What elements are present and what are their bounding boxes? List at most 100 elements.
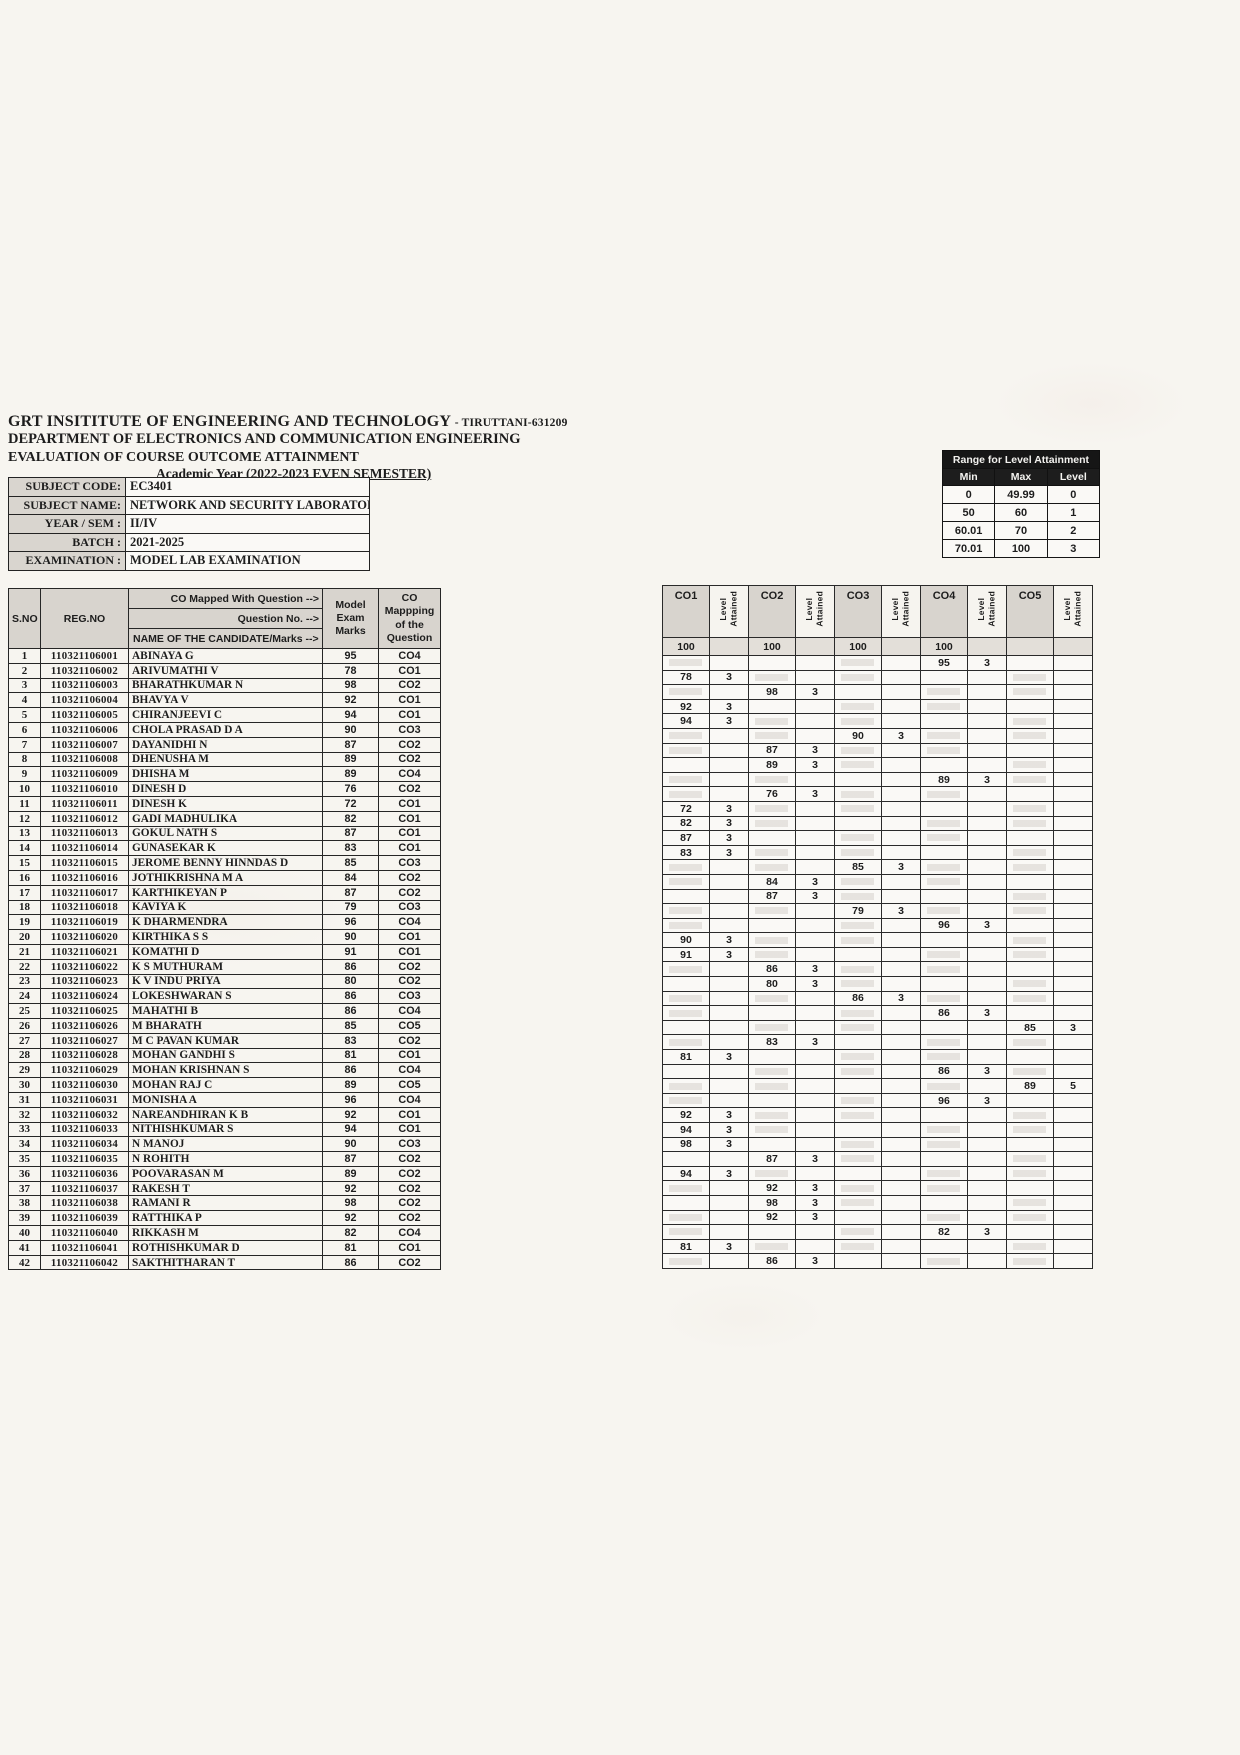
attain-level-cell [709,917,749,934]
co-mapping-header: CO Mappping of the Question [378,588,441,649]
level-attained-header: Level Attained [709,585,749,638]
attain-level-cell [881,844,921,861]
regno-cell: 110321106005 [40,707,129,723]
marks-table: S.NO REG.NO CO Mapped With Question --> … [8,588,441,1271]
attain-marks-cell [662,903,710,919]
attain-level-cell [709,1194,749,1211]
attain-marks-cell [748,669,796,686]
attain-level-cell [795,800,835,817]
level-attained-label: Level Attained [1062,591,1083,627]
name-cell: CHIRANJEEVI C [128,707,323,723]
attain-marks-cell [834,1078,882,1094]
attain-marks-cell [834,713,882,729]
attain-level-cell [967,976,1007,992]
attain-marks-cell [662,961,710,978]
attain-level-cell: 3 [795,1034,835,1051]
attain-marks-cell [920,1049,968,1065]
co-cell: CO5 [378,1017,441,1034]
regno-cell: 110321106024 [40,988,129,1005]
regno-cell: 110321106027 [40,1032,129,1049]
attain-marks-cell [1006,1136,1054,1153]
marks-cell: 72 [322,795,379,812]
attain-marks-cell: 86 [748,961,796,978]
attain-marks-cell [1006,1165,1054,1182]
attain-marks-cell: 98 [662,1136,710,1153]
sno-cell: 7 [8,736,41,753]
regno-cell: 110321106006 [40,721,129,738]
attain-level-cell [709,1092,749,1109]
info-row: SUBJECT NAME: NETWORK AND SECURITY LABORA… [8,495,370,515]
attain-marks-cell: 98 [748,684,796,700]
attain-level-cell: 3 [967,1063,1007,1080]
attain-marks-cell [920,1078,968,1094]
info-table: SUBJECT CODE: EC3401 SUBJECT NAME: NETWORK … [8,477,370,571]
name-cell: DHISHA M [128,766,323,783]
regno-cell: 110321106041 [40,1239,129,1256]
name-cell: DINESH K [128,795,323,812]
attain-level-cell [967,1209,1007,1226]
attain-row: 86 3 [662,990,1093,1007]
attain-marks-cell [834,1034,882,1051]
table-row: 11 110321106011 DINESH K 72 CO1 [8,795,441,812]
marks-cell: 96 [322,914,379,931]
attain-row: 98 3 [662,1136,1093,1153]
info-row: SUBJECT CODE: EC3401 [8,477,370,497]
attain-level-cell: 3 [709,830,749,846]
marks-table-head: S.NO REG.NO CO Mapped With Question --> … [8,588,441,649]
level-attained-header: Level Attained [881,585,921,638]
sno-cell: 21 [8,943,41,960]
attain-level-cell [881,698,921,715]
marks-cell: 86 [322,1062,379,1079]
attain-marks-cell [662,888,710,905]
marks-header-row-2: Question No. --> [9,608,441,629]
marks-cell: 90 [322,721,379,738]
attain-marks-cell [920,669,968,686]
marks-cell: 87 [322,884,379,901]
attain-marks-cell [920,830,968,846]
attain-level-cell [967,757,1007,773]
name-cell: KAVIYA K [128,899,323,916]
attain-level-cell [1053,698,1093,715]
attain-marks-cell [662,1253,710,1269]
table-row: 8 110321106008 DHENUSHA M 89 CO2 [8,751,441,768]
range-row: 0 49.99 0 [941,485,1101,504]
attain-level-cell [881,1253,921,1269]
attain-marks-cell [748,1165,796,1182]
attain-marks-cell [834,1194,882,1211]
sno-cell: 17 [8,884,41,901]
attain-marks-cell [920,1122,968,1138]
attain-marks-cell: 86 [920,1005,968,1021]
sno-cell: 6 [8,721,41,738]
name-cell: DINESH D [128,781,323,797]
attain-level-cell [795,815,835,832]
regno-cell: 110321106032 [40,1106,129,1123]
attain-level-cell [795,713,835,729]
attain-level-cell [1053,917,1093,934]
attain-marks-cell [920,1194,968,1211]
attain-row: 86 3 [662,1005,1093,1021]
attain-level-cell [881,1034,921,1051]
attain-level-cell [967,1151,1007,1167]
name-cell: ABINAYA G [128,648,323,664]
attain-level-cell [967,1122,1007,1138]
attain-marks-cell [834,1253,882,1269]
regno-cell: 110321106038 [40,1195,129,1212]
marks-cell: 78 [322,662,379,679]
table-row: 12 110321106012 GADI MADHULIKA 82 CO1 [8,810,441,827]
attain-marks-cell [1006,1005,1054,1021]
attain-marks-cell: 87 [748,1151,796,1167]
regno-cell: 110321106030 [40,1077,129,1093]
attain-marks-cell [834,1238,882,1255]
range-row: 60.01 70 2 [941,521,1101,540]
attain-level-cell [1053,976,1093,992]
regno-cell: 110321106033 [40,1121,129,1138]
regno-cell: 110321106007 [40,736,129,753]
regno-cell: 110321106013 [40,825,129,842]
attain-marks-cell [1006,713,1054,729]
attain-marks-cell [1006,1107,1054,1123]
range-table: Range for Level Attainment Min Max Level 0… [941,450,1101,558]
attain-level-cell [881,946,921,963]
attain-row: 85 3 [662,859,1093,875]
attain-row: 72 3 [662,800,1093,817]
regno-cell: 110321106008 [40,751,129,768]
